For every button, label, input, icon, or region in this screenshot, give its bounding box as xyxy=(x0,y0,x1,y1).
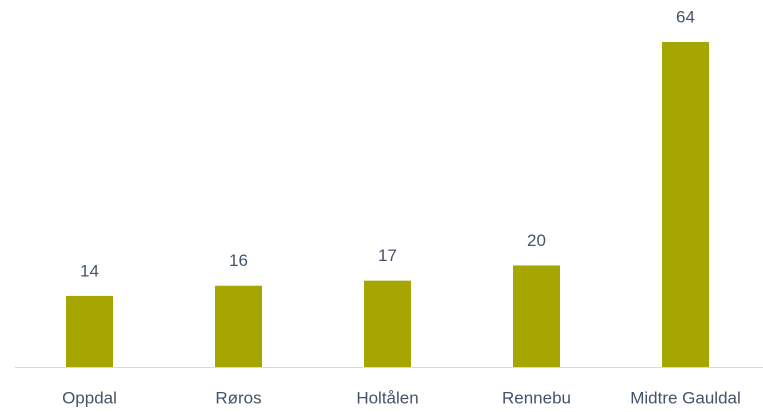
data-label: 14 xyxy=(80,261,99,280)
x-tick-label: Oppdal xyxy=(62,388,117,407)
x-tick-label: Rennebu xyxy=(502,388,571,407)
x-tick-label: Midtre Gauldal xyxy=(630,388,741,407)
bar xyxy=(662,42,709,367)
x-tick-label: Røros xyxy=(215,388,261,407)
data-label: 17 xyxy=(378,246,397,265)
bar xyxy=(364,280,411,367)
bar xyxy=(66,295,113,367)
data-label: 64 xyxy=(676,7,695,26)
data-label: 20 xyxy=(527,231,546,250)
data-label: 16 xyxy=(229,251,248,270)
bar xyxy=(215,285,262,367)
bar xyxy=(513,265,560,367)
x-tick-label: Holtålen xyxy=(356,388,418,407)
